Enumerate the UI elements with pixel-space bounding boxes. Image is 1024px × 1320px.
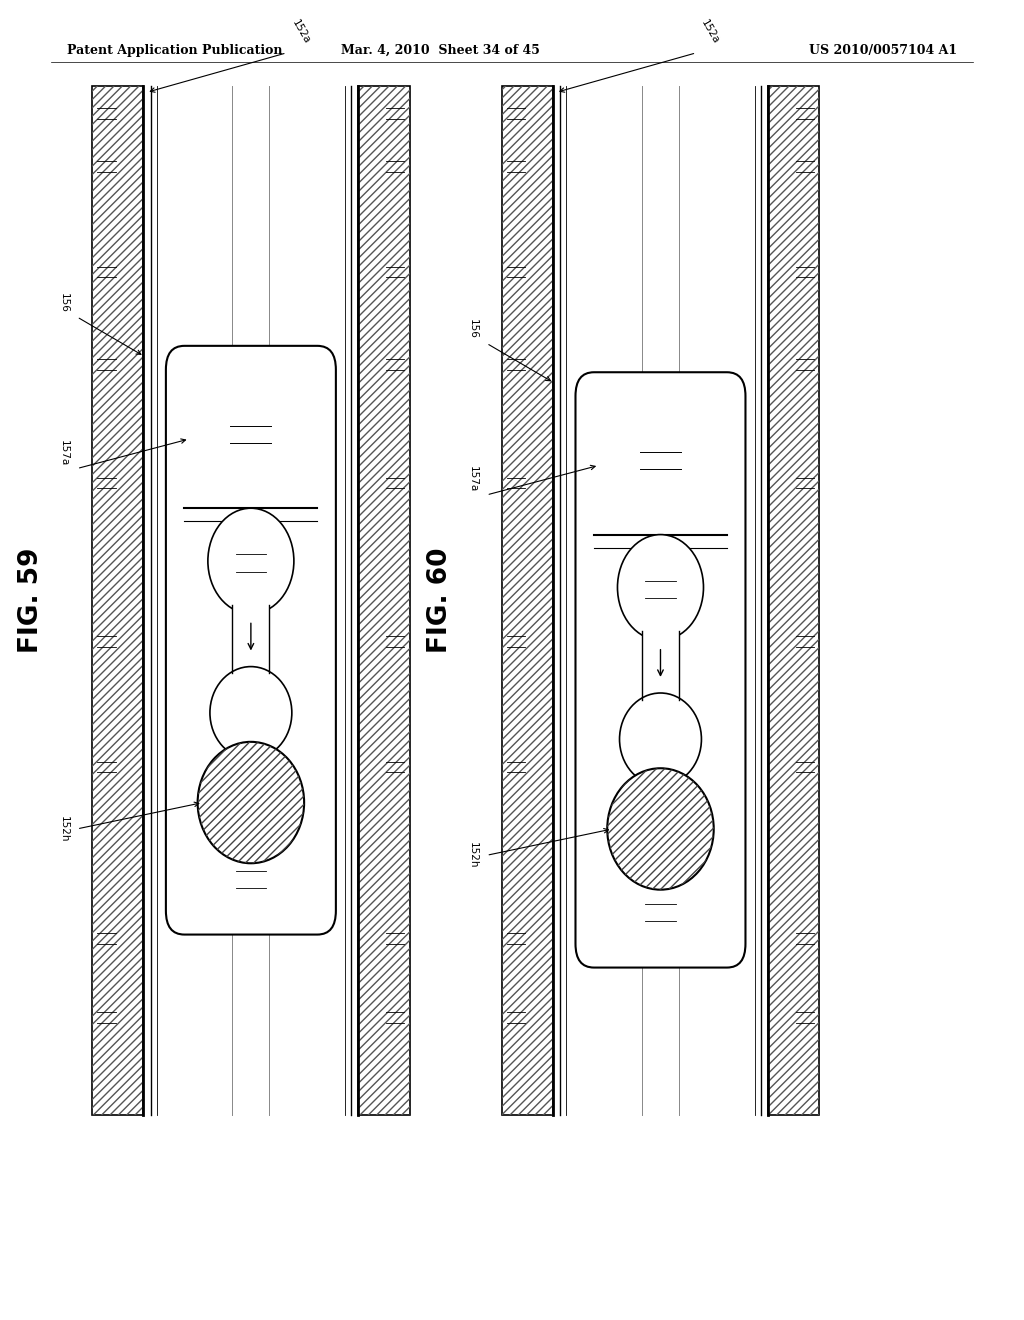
Text: 157a: 157a [58, 440, 69, 466]
Text: 152h: 152h [58, 816, 69, 842]
Text: 152a: 152a [290, 18, 311, 46]
Ellipse shape [198, 742, 304, 863]
Ellipse shape [607, 768, 714, 890]
Bar [597, 539, 724, 940]
Bar [642, 631, 679, 700]
Bar [768, 86, 819, 1115]
Text: FIG. 59: FIG. 59 [17, 548, 44, 653]
Text: FIG. 60: FIG. 60 [427, 548, 454, 653]
Text: Mar. 4, 2010  Sheet 34 of 45: Mar. 4, 2010 Sheet 34 of 45 [341, 44, 540, 57]
Ellipse shape [617, 535, 703, 640]
Bar [358, 86, 410, 1115]
Bar [502, 86, 553, 1115]
Bar [187, 512, 314, 907]
Bar [358, 86, 410, 1115]
Bar [92, 86, 143, 1115]
Text: 156: 156 [58, 293, 69, 313]
Bar [567, 86, 754, 1115]
Ellipse shape [208, 508, 294, 614]
Bar [92, 86, 143, 1115]
Text: Patent Application Publication: Patent Application Publication [67, 44, 282, 57]
Text: 157a: 157a [468, 466, 478, 492]
FancyBboxPatch shape [166, 346, 336, 935]
Bar [768, 86, 819, 1115]
Text: 156: 156 [468, 319, 478, 339]
Ellipse shape [620, 693, 701, 785]
Text: US 2010/0057104 A1: US 2010/0057104 A1 [809, 44, 957, 57]
Bar [232, 605, 269, 673]
Ellipse shape [210, 667, 292, 759]
Text: 152h: 152h [468, 842, 478, 869]
Bar [502, 86, 553, 1115]
Bar [158, 86, 344, 1115]
Text: 152a: 152a [699, 18, 721, 46]
FancyBboxPatch shape [575, 372, 745, 968]
